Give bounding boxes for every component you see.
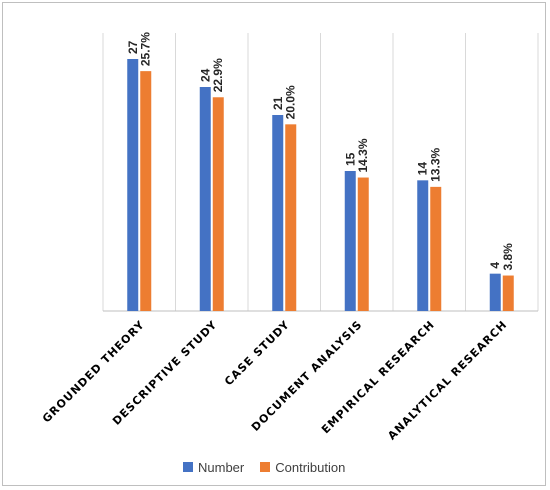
bar-number-empirical-research xyxy=(417,180,429,311)
data-label-contribution-document-analysis: 14.3% xyxy=(356,138,370,172)
bar-contribution-analytical-research xyxy=(502,275,514,311)
data-label-number-case-study: 21 xyxy=(271,96,285,110)
bar-chart: 27 25.7% 24 22.9% 21 20.0% 15 14.3% 14 13.3% 4 3.8%… xyxy=(40,32,539,443)
bar-number-grounded-theory xyxy=(127,59,139,311)
bar-contribution-empirical-research xyxy=(430,186,442,311)
legend: Number Contribution xyxy=(183,458,345,476)
bar-contribution-descriptive-study xyxy=(212,97,224,312)
legend-item-number: Number xyxy=(183,460,244,475)
legend-label-contribution: Contribution xyxy=(275,459,346,475)
data-label-number-empirical-research: 14 xyxy=(416,162,430,176)
bar-number-document-analysis xyxy=(344,171,356,311)
bar-number-analytical-research xyxy=(489,273,501,311)
data-label-contribution-case-study: 20.0% xyxy=(284,85,298,119)
legend-swatch-contribution xyxy=(260,462,271,472)
bar-number-descriptive-study xyxy=(199,87,211,311)
category-gridlines xyxy=(102,33,539,312)
legend-item-contribution: Contribution xyxy=(260,460,345,475)
bar-number-case-study xyxy=(272,115,284,311)
data-label-contribution-descriptive-study: 22.9% xyxy=(211,58,225,92)
data-label-contribution-analytical-research: 3.8% xyxy=(501,243,515,271)
bar-contribution-grounded-theory xyxy=(140,71,152,311)
data-label-number-document-analysis: 15 xyxy=(343,152,357,166)
data-label-number-descriptive-study: 24 xyxy=(198,68,212,82)
chart-frame: 27 25.7% 24 22.9% 21 20.0% 15 14.3% 14 13.3% 4 3.8%… xyxy=(2,2,546,486)
bar-contribution-case-study xyxy=(285,124,297,311)
data-label-number-grounded-theory: 27 xyxy=(126,40,140,54)
data-label-contribution-grounded-theory: 25.7% xyxy=(139,32,153,66)
bar-contribution-document-analysis xyxy=(357,177,369,311)
category-label-analytical-research: ANALYTICAL RESEARCH xyxy=(385,318,510,443)
bars xyxy=(127,59,514,312)
data-labels: 27 25.7% 24 22.9% 21 20.0% 15 14.3% 14 13.3% 4 3.8% xyxy=(126,32,516,271)
legend-swatch-number xyxy=(183,462,193,472)
legend-label-number: Number xyxy=(198,459,245,475)
category-label-case-study: CASE STUDY xyxy=(222,318,292,388)
data-label-contribution-empirical-research: 13.3% xyxy=(429,148,443,182)
data-label-number-analytical-research: 4 xyxy=(488,262,502,269)
